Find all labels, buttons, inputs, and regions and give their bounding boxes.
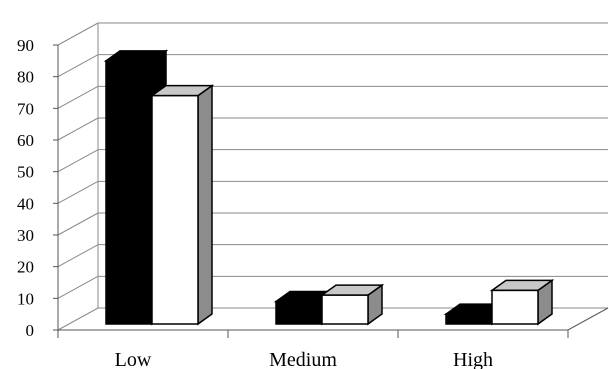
- y-tick-label: 40: [17, 194, 34, 213]
- bar: [275, 300, 323, 325]
- y-tick-label: 90: [17, 36, 34, 55]
- bar: [445, 313, 493, 325]
- gridline-side: [57, 85, 99, 109]
- x-axis-category-labels: Low Medium High: [115, 349, 493, 369]
- y-tick-label: 60: [17, 131, 34, 150]
- y-axis-tick-labels: 0 10 20 30 40 50 60 70 80 90: [17, 36, 34, 340]
- gridline-side: [57, 275, 99, 299]
- bar: [105, 60, 153, 325]
- bar: [321, 294, 369, 325]
- x-category-label: High: [453, 349, 493, 369]
- gridline-side: [57, 149, 99, 173]
- x-category-label: Low: [115, 349, 152, 369]
- bar: [151, 94, 199, 325]
- gridline-side: [57, 212, 99, 236]
- bar-side: [197, 84, 213, 326]
- gridline-side: [57, 307, 99, 331]
- axes: [53, 44, 609, 338]
- y-tick-label: 0: [26, 321, 35, 340]
- y-tick-label: 20: [17, 258, 34, 277]
- y-tick-label: 10: [17, 289, 34, 308]
- bar: [491, 289, 539, 325]
- y-tick-label: 80: [17, 68, 34, 87]
- y-tick-label: 50: [17, 163, 34, 182]
- gridline-side: [57, 22, 99, 46]
- y-tick-label: 70: [17, 99, 34, 118]
- gridline-side: [57, 180, 99, 204]
- y-tick-label: 30: [17, 226, 34, 245]
- bars: [103, 49, 555, 326]
- x-category-label: Medium: [269, 349, 337, 369]
- gridline-side: [57, 244, 99, 268]
- gridline-side: [57, 117, 99, 141]
- gridline-side: [57, 54, 99, 78]
